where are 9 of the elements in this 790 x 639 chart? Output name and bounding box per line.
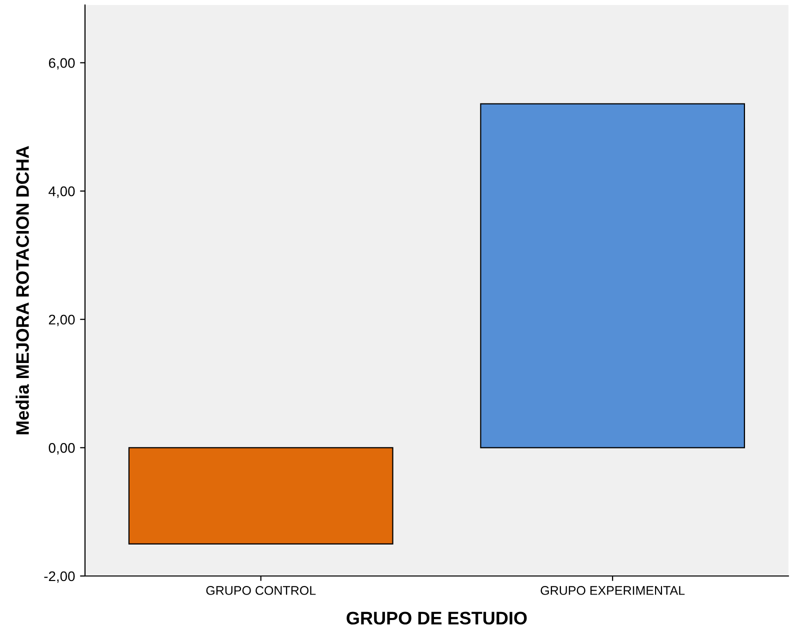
x-axis-title: GRUPO DE ESTUDIO (346, 612, 527, 625)
y-tick-label: 4,00 (48, 186, 75, 198)
y-tick-label: 2,00 (48, 314, 75, 326)
x-tick-label: GRUPO CONTROL (206, 586, 316, 595)
y-tick-label: 0,00 (48, 443, 75, 454)
y-tick-label: -2,00 (44, 571, 75, 583)
y-tick-label: 6,00 (48, 58, 75, 70)
x-tick-label: GRUPO EXPERIMENTAL (540, 586, 685, 595)
y-axis-title: Media MEJORA ROTACION DCHA (16, 146, 29, 434)
